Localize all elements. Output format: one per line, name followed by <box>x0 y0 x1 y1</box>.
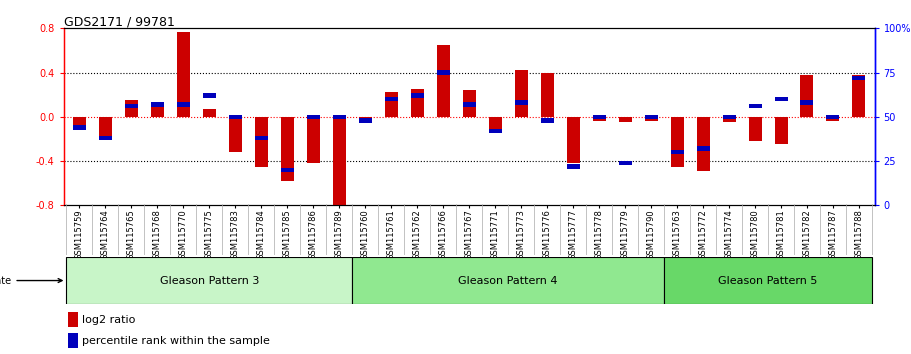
Bar <box>203 93 216 98</box>
Bar <box>592 115 606 119</box>
Text: percentile rank within the sample: percentile rank within the sample <box>82 336 270 346</box>
Bar <box>99 117 112 137</box>
Bar <box>307 115 320 119</box>
Bar <box>333 117 346 207</box>
Bar <box>436 45 450 117</box>
Bar <box>255 117 268 167</box>
Text: Gleason Pattern 4: Gleason Pattern 4 <box>458 275 558 286</box>
Bar <box>540 73 554 117</box>
Bar <box>567 164 579 169</box>
Bar <box>67 257 353 304</box>
Bar <box>384 92 398 117</box>
Bar <box>826 117 839 121</box>
Bar <box>801 75 814 117</box>
Bar <box>359 118 372 122</box>
Bar <box>281 168 293 172</box>
Bar <box>203 109 216 117</box>
Bar <box>749 117 762 141</box>
Bar <box>567 117 579 163</box>
Text: disease state: disease state <box>0 275 62 286</box>
Bar <box>125 104 138 108</box>
Bar <box>853 76 865 80</box>
Bar <box>151 102 164 107</box>
Bar <box>722 115 735 119</box>
Bar <box>697 117 710 171</box>
Bar <box>151 102 164 117</box>
Bar <box>722 117 735 122</box>
Bar <box>281 117 293 181</box>
Bar <box>774 97 787 101</box>
Bar <box>619 117 631 122</box>
Bar <box>488 129 502 133</box>
Bar <box>801 101 814 105</box>
Bar <box>177 102 189 107</box>
Bar <box>697 147 710 151</box>
Bar <box>125 100 138 117</box>
Bar <box>307 117 320 163</box>
Bar <box>229 115 241 119</box>
Bar <box>826 115 839 119</box>
Bar <box>411 93 424 98</box>
Bar <box>73 117 86 128</box>
Bar <box>540 118 554 122</box>
Bar <box>463 90 476 117</box>
Bar <box>853 75 865 117</box>
Bar <box>515 101 527 105</box>
Bar <box>515 70 527 117</box>
Bar <box>384 97 398 101</box>
Bar <box>645 117 658 121</box>
Bar <box>645 115 658 119</box>
Bar <box>774 117 787 144</box>
Bar <box>670 117 683 167</box>
Bar <box>619 161 631 165</box>
Bar <box>333 115 346 119</box>
Text: Gleason Pattern 3: Gleason Pattern 3 <box>159 275 259 286</box>
Bar <box>592 117 606 121</box>
Text: log2 ratio: log2 ratio <box>82 315 135 325</box>
Bar <box>411 89 424 117</box>
Bar <box>73 125 86 130</box>
Bar <box>488 117 502 131</box>
Bar <box>353 257 664 304</box>
Bar <box>670 150 683 154</box>
Bar <box>67 312 77 327</box>
Bar <box>359 117 372 121</box>
Bar <box>749 104 762 108</box>
Bar <box>229 117 241 152</box>
Bar <box>436 70 450 75</box>
Bar <box>463 102 476 107</box>
Bar <box>99 136 112 140</box>
Text: Gleason Pattern 5: Gleason Pattern 5 <box>719 275 818 286</box>
Text: GDS2171 / 99781: GDS2171 / 99781 <box>64 16 175 29</box>
Bar <box>664 257 872 304</box>
Bar <box>67 333 77 348</box>
Bar <box>177 32 189 117</box>
Bar <box>255 136 268 140</box>
